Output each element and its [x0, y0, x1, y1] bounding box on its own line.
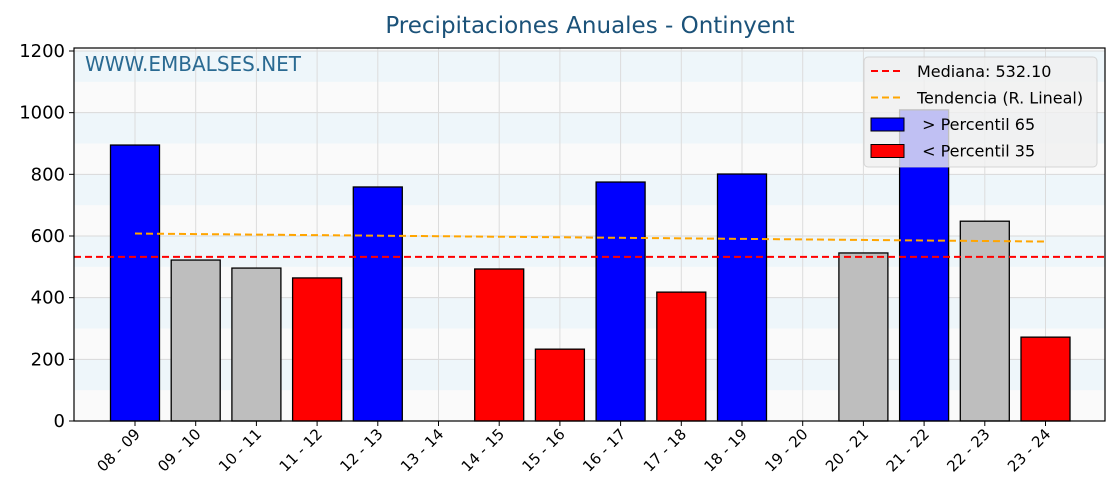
- bar-14-15: [474, 268, 525, 422]
- x-tick-label: 21 - 22: [883, 425, 933, 475]
- x-tick-label: 14 - 15: [458, 425, 508, 475]
- y-tick-label: 1200: [19, 41, 65, 62]
- reference-lines: [74, 232, 1105, 258]
- trend-line: [134, 232, 1046, 243]
- x-tick-label: 20 - 21: [822, 425, 872, 475]
- x-tick-label: 22 - 23: [943, 425, 993, 475]
- band-stripe: [74, 297, 1105, 329]
- x-tick-label: 16 - 17: [579, 425, 629, 475]
- y-tick-label: 800: [31, 164, 65, 185]
- bar-23-24: [1020, 336, 1071, 422]
- x-tick-label: 13 - 14: [397, 425, 447, 475]
- x-tick-label: 19 - 20: [761, 425, 811, 475]
- legend: Mediana: 532.10 Tendencia (R. Lineal) > P…: [863, 56, 1098, 168]
- bar-09-10: [170, 259, 221, 422]
- bar-22-23: [959, 220, 1010, 422]
- x-tick-label: 12 - 13: [336, 425, 386, 475]
- legend-label: > Percentil 65: [917, 115, 1035, 134]
- x-tick-label: 10 - 11: [215, 425, 265, 475]
- bar-10-11: [231, 267, 282, 422]
- bar-08-09: [109, 144, 161, 422]
- y-tick-label: 400: [31, 288, 65, 309]
- legend-label: < Percentil 35: [917, 142, 1035, 161]
- y-tick-label: 1000: [19, 103, 65, 124]
- plot-frame: [73, 47, 1106, 422]
- band-stripe: [74, 174, 1105, 206]
- x-tick-label: 08 - 09: [94, 425, 144, 475]
- bar-11-12: [291, 277, 343, 422]
- band-stripe: [74, 359, 1105, 391]
- y-tick-label: 200: [31, 349, 65, 370]
- x-tick-label: 15 - 16: [518, 425, 568, 475]
- x-tick-label: 17 - 18: [640, 425, 690, 475]
- x-tick-label: 18 - 19: [701, 425, 751, 475]
- legend-label: Tendencia (R. Lineal): [916, 89, 1083, 108]
- legend-patch-swatch: [870, 117, 905, 132]
- chart-title: Precipitaciones Anuales - Ontinyent: [385, 13, 794, 39]
- y-tick-label: 600: [31, 226, 65, 247]
- legend-patch-swatch: [870, 144, 905, 158]
- watermark: WWW.EMBALSES.NET: [85, 52, 302, 76]
- x-tick-label: 09 - 10: [154, 425, 204, 475]
- bar-18-19: [716, 173, 768, 422]
- bar-12-13: [352, 186, 403, 422]
- bar-17-18: [656, 291, 707, 422]
- bar-15-16: [534, 348, 586, 422]
- x-tick-label: 11 - 12: [276, 425, 326, 475]
- bar-16-17: [595, 181, 646, 422]
- x-tick-label: 23 - 24: [1004, 425, 1054, 475]
- y-tick-label: 0: [54, 411, 65, 432]
- legend-box: [863, 56, 1098, 168]
- legend-label: Mediana: 532.10: [917, 62, 1051, 81]
- bar-20-21: [838, 252, 889, 422]
